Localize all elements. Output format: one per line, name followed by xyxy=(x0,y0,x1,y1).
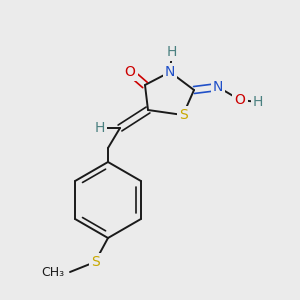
Text: CH₃: CH₃ xyxy=(41,266,64,278)
Text: O: O xyxy=(124,65,135,79)
Text: S: S xyxy=(178,108,188,122)
Text: H: H xyxy=(167,45,177,59)
Text: S: S xyxy=(91,255,99,269)
Text: H: H xyxy=(95,121,105,135)
Text: N: N xyxy=(213,80,223,94)
Text: N: N xyxy=(165,65,175,79)
Text: H: H xyxy=(253,95,263,109)
Text: O: O xyxy=(235,93,245,107)
